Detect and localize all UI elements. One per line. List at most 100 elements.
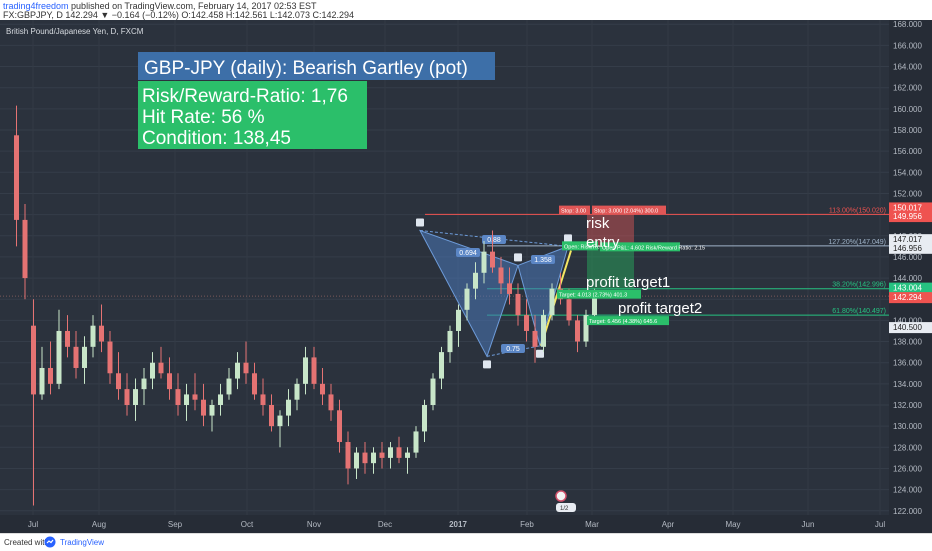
x-tick-label: Sep — [168, 520, 183, 529]
candle-body — [124, 389, 130, 405]
candle-body — [337, 410, 342, 443]
y-tick-label: 166.000 — [893, 41, 922, 50]
y-tick-label: 138.000 — [893, 338, 922, 347]
author-link[interactable]: trading4freedom — [3, 1, 69, 11]
pattern-ratio-label: 1.358 — [534, 257, 552, 264]
candle-body — [388, 447, 393, 458]
stats-box — [138, 81, 367, 149]
pattern-ratio-box — [501, 344, 525, 353]
candle-body — [269, 405, 274, 427]
pattern-ratio-box — [531, 255, 555, 264]
candle-body — [116, 373, 121, 390]
y-tick-label: 162.000 — [893, 84, 922, 93]
candle-body — [320, 383, 325, 395]
tradingview-link[interactable]: TradingView — [60, 538, 105, 547]
price-axis[interactable] — [889, 20, 932, 533]
x-tick-label: Aug — [92, 520, 106, 529]
title-box — [138, 52, 495, 80]
x-tick-label: Jun — [802, 520, 815, 529]
fib-label: 113.00%(150.020) — [829, 207, 886, 214]
y-tick-label: 136.000 — [893, 359, 922, 368]
candle-body — [48, 367, 53, 384]
footer: Created with TradingView — [0, 533, 932, 551]
candle-body — [294, 383, 300, 400]
candle-body — [532, 330, 538, 347]
target-box-2-bg — [587, 316, 669, 326]
y-tick-label: 144.000 — [893, 274, 922, 283]
event-marker[interactable]: 1/2 — [555, 490, 576, 512]
price-label-bg — [889, 322, 932, 334]
x-tick-label: Dec — [378, 520, 392, 529]
candle-body — [541, 315, 546, 347]
price-label: 150.017 — [893, 203, 922, 212]
x-tick-labels: Jul Aug Sep Oct Nov Dec 2017 Feb Mar Apr May Jun Jul — [28, 520, 885, 529]
stop-box-1: Stop: 3.00 — [561, 209, 586, 215]
candle-body — [371, 452, 376, 464]
event-marker-icon[interactable] — [555, 490, 567, 502]
label-risk: risk — [586, 215, 610, 232]
open-box-2-bg — [600, 242, 680, 252]
time-axis[interactable] — [0, 515, 889, 533]
fib-levels: 113.00%(150.020) 127.20%(147.049) 38.20%(1… — [425, 207, 889, 316]
candle-body — [252, 373, 257, 395]
candle-body — [592, 296, 597, 316]
candle-body — [184, 394, 189, 405]
y-tick-label: 158.000 — [893, 126, 922, 135]
open-box-1-bg — [562, 241, 598, 251]
y-tick-label: 122.000 — [893, 507, 922, 516]
candle-body — [158, 362, 164, 374]
candle-body — [90, 325, 96, 347]
candle-body — [133, 389, 138, 405]
candle-body — [575, 320, 580, 342]
position-boxes: Stop: 3.00 Stop: 3.000 (2.04%) 300.0 Open:… — [557, 205, 705, 326]
pattern-ratio-label: 0.75 — [506, 346, 520, 353]
pattern-point-marker — [536, 349, 544, 358]
candle-body — [464, 288, 470, 310]
candle-body — [167, 373, 172, 390]
event-marker-label: 1/2 — [560, 506, 569, 512]
candle-body — [73, 346, 79, 368]
candle-body — [430, 378, 436, 405]
chart-area[interactable]: 122.000 124.000 126.000 128.000 130.000 132.0… — [0, 20, 932, 533]
price-label-bg — [889, 282, 932, 294]
label-profit-target1: profit target1 — [586, 274, 670, 291]
candle-body — [439, 352, 444, 379]
symbol-line: FX:GBPJPY, D 142.294 ▼ −0.164 (−0.12%) O… — [3, 10, 354, 20]
y-tick-label: 156.000 — [893, 147, 922, 156]
candle-body — [498, 267, 504, 284]
y-tick-label: 128.000 — [893, 443, 922, 452]
pattern-point-marker — [564, 234, 572, 243]
publish-info: published on TradingView.com, February 1… — [68, 1, 317, 11]
event-marker-badge — [556, 503, 576, 512]
candle-body — [39, 367, 45, 395]
price-chart[interactable]: 122.000 124.000 126.000 128.000 130.000 132.0… — [0, 20, 932, 533]
open-box-1: Open: Risk/Rew — [564, 244, 604, 250]
candle-body — [413, 431, 419, 453]
candle-body — [311, 357, 317, 384]
y-tick-label: 152.000 — [893, 189, 922, 198]
created-with: Created with — [4, 538, 49, 547]
y-tick-label: 146.000 — [893, 253, 922, 262]
candle-body — [354, 452, 359, 469]
candle-body — [286, 399, 291, 416]
candle-body — [260, 394, 266, 405]
pattern-point-marker — [514, 253, 522, 262]
y-tick-label: 126.000 — [893, 464, 922, 473]
candle-body — [405, 452, 410, 458]
candle-body — [65, 330, 70, 347]
x-tick-label: May — [725, 520, 740, 529]
candle-body — [209, 405, 215, 416]
candle-body — [422, 405, 427, 432]
x-tick-label: 2017 — [449, 520, 467, 529]
price-label: 140.500 — [893, 323, 922, 332]
candle-body — [243, 362, 249, 374]
candle-body — [14, 135, 19, 220]
x-tick-label: Mar — [585, 520, 599, 529]
y-tick-label: 130.000 — [893, 422, 922, 431]
candle-body — [31, 325, 36, 395]
candle-body — [524, 315, 529, 331]
pattern-ratio-box — [482, 235, 506, 244]
price-label-bg — [889, 292, 932, 304]
y-tick-label: 134.000 — [893, 380, 922, 389]
x-tick-label: Apr — [662, 520, 675, 529]
